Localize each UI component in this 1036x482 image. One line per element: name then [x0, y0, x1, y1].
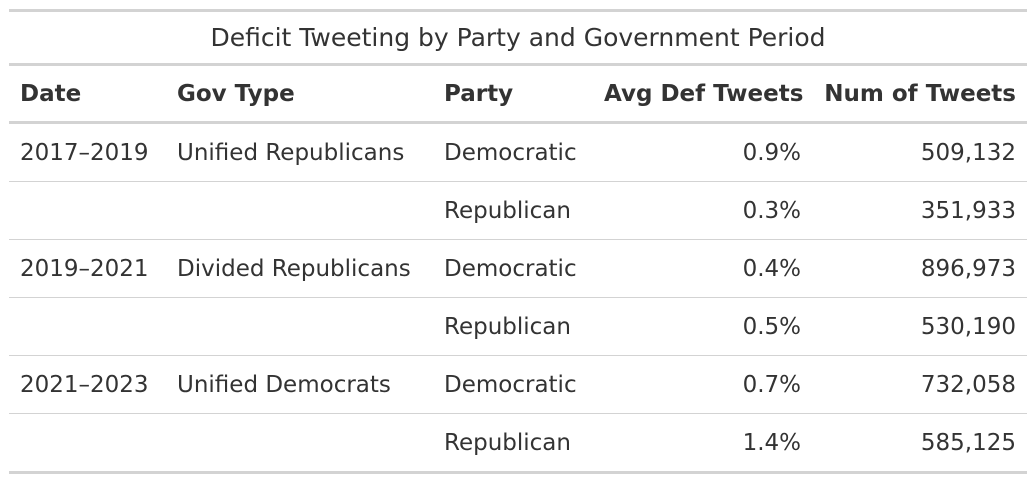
- table-body: 2017–2019 Unified Republicans Democratic…: [9, 122, 1027, 474]
- cell-avg-def-tweets: 0.3%: [593, 181, 812, 240]
- table-row: 2019–2021 Divided Republicans Democratic…: [9, 239, 1027, 298]
- cell-date: 2017–2019: [9, 122, 166, 182]
- cell-num-of-tweets: 351,933: [812, 181, 1027, 240]
- cell-num-of-tweets: 896,973: [812, 239, 1027, 298]
- cell-party: Democratic: [433, 355, 593, 414]
- cell-avg-def-tweets: 0.5%: [593, 297, 812, 356]
- table-container: Deficit Tweeting by Party and Government…: [9, 9, 1027, 474]
- cell-date: 2019–2021: [9, 239, 166, 298]
- cell-gov-type: Unified Democrats: [166, 355, 433, 414]
- cell-date: [9, 181, 166, 240]
- cell-date: 2021–2023: [9, 355, 166, 414]
- cell-date: [9, 297, 166, 356]
- cell-num-of-tweets: 530,190: [812, 297, 1027, 356]
- cell-gov-type: Unified Republicans: [166, 122, 433, 182]
- table-row: Republican 0.5% 530,190: [9, 297, 1027, 356]
- cell-party: Republican: [433, 181, 593, 240]
- cell-num-of-tweets: 732,058: [812, 355, 1027, 414]
- cell-gov-type: [166, 181, 433, 240]
- table-row: 2021–2023 Unified Democrats Democratic 0…: [9, 355, 1027, 414]
- table-title: Deficit Tweeting by Party and Government…: [9, 12, 1027, 66]
- column-header-num-of-tweets: Num of Tweets: [812, 64, 1027, 124]
- top-rule: [9, 9, 1027, 13]
- cell-avg-def-tweets: 0.9%: [593, 122, 812, 182]
- cell-gov-type: [166, 413, 433, 474]
- cell-date: [9, 413, 166, 474]
- cell-party: Republican: [433, 413, 593, 474]
- column-header-gov-type: Gov Type: [166, 64, 433, 124]
- cell-num-of-tweets: 509,132: [812, 122, 1027, 182]
- cell-avg-def-tweets: 1.4%: [593, 413, 812, 474]
- cell-party: Democratic: [433, 239, 593, 298]
- cell-avg-def-tweets: 0.7%: [593, 355, 812, 414]
- cell-party: Republican: [433, 297, 593, 356]
- column-header-date: Date: [9, 64, 166, 124]
- cell-gov-type: [166, 297, 433, 356]
- deficit-tweeting-table: Deficit Tweeting by Party and Government…: [9, 9, 1027, 474]
- column-header-avg-def-tweets: Avg Def Tweets: [593, 64, 812, 124]
- column-header-party: Party: [433, 64, 593, 124]
- table-row: 2017–2019 Unified Republicans Democratic…: [9, 122, 1027, 182]
- cell-party: Democratic: [433, 122, 593, 182]
- header-row: Date Gov Type Party Avg Def Tweets Num o…: [9, 64, 1027, 124]
- cell-num-of-tweets: 585,125: [812, 413, 1027, 474]
- cell-gov-type: Divided Republicans: [166, 239, 433, 298]
- table-row: Republican 1.4% 585,125: [9, 413, 1027, 474]
- table-row: Republican 0.3% 351,933: [9, 181, 1027, 240]
- cell-avg-def-tweets: 0.4%: [593, 239, 812, 298]
